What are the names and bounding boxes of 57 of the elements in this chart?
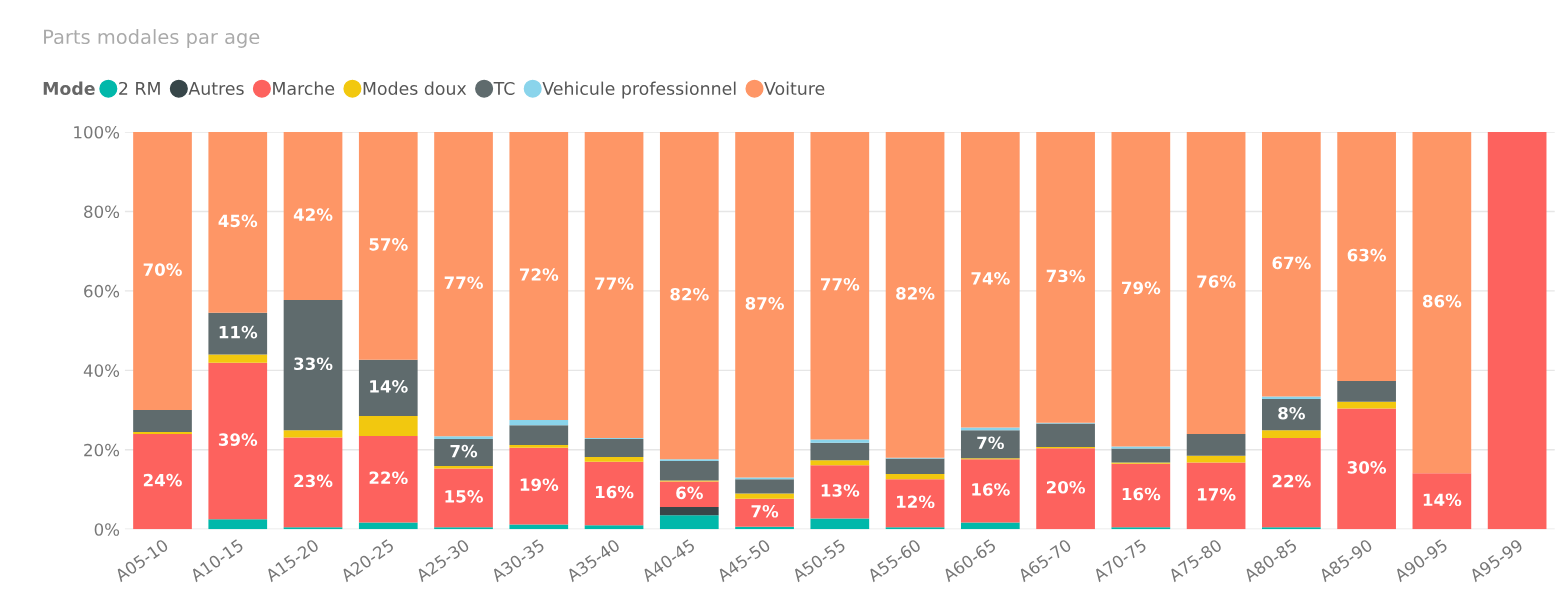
legend-label: 2 RM — [119, 81, 160, 95]
data-label: 11% — [219, 325, 258, 339]
data-label: 73% — [1046, 269, 1085, 283]
data-label: 39% — [218, 433, 258, 446]
data-label: 17% — [1198, 488, 1236, 501]
data-label: 77% — [595, 277, 634, 290]
data-label: 77% — [444, 276, 483, 289]
data-label: 22% — [369, 471, 408, 485]
data-label: 23% — [294, 474, 333, 488]
data-label: 77% — [820, 277, 860, 291]
data-label: 76% — [1197, 275, 1236, 288]
data-label: 57% — [369, 238, 408, 251]
chart-title: Parts modales par age — [44, 29, 260, 48]
y-tick-label: 60% — [84, 284, 120, 298]
data-label: 72% — [519, 268, 559, 281]
data-label: 33% — [294, 357, 333, 371]
data-label: 70% — [143, 263, 182, 276]
data-label: 87% — [745, 297, 784, 310]
y-tick-label: 100% — [74, 125, 120, 139]
legend-title: Mode — [43, 81, 95, 96]
legend-label: Modes doux — [363, 81, 467, 96]
data-label: 13% — [821, 484, 860, 497]
data-label: 22% — [1272, 474, 1311, 488]
data-label: 20% — [1046, 480, 1085, 494]
data-label: 45% — [218, 214, 258, 228]
y-tick-label: 40% — [83, 364, 120, 377]
data-label: 16% — [1122, 487, 1161, 501]
data-label: 82% — [896, 287, 935, 300]
data-label: 24% — [143, 473, 182, 487]
data-label: 63% — [1347, 248, 1387, 262]
data-label: 79% — [1122, 281, 1161, 295]
legend-label: Vehicule professionnel — [542, 81, 736, 99]
data-label: 86% — [1422, 294, 1462, 308]
legend-label: Autres — [188, 82, 244, 96]
y-tick-label: 80% — [84, 205, 120, 219]
data-label: 12% — [897, 495, 935, 509]
data-label: 67% — [1272, 256, 1311, 270]
data-label: 14% — [1423, 493, 1462, 507]
data-label: 42% — [293, 208, 333, 221]
data-label: 16% — [595, 485, 634, 499]
y-tick-label: 0% — [94, 523, 120, 536]
data-label: 7% — [751, 504, 779, 518]
data-label: 74% — [971, 272, 1010, 285]
data-label: 19% — [520, 478, 559, 491]
y-tick-label: 20% — [84, 443, 120, 457]
data-label: 82% — [670, 287, 709, 301]
data-label: 14% — [370, 380, 408, 393]
data-label: 15% — [445, 490, 483, 503]
data-label: 6% — [676, 486, 703, 500]
legend-label: Voiture — [764, 81, 825, 96]
legend-label: Marche — [273, 81, 335, 96]
legend-label: TC — [493, 81, 515, 96]
data-label: 7% — [977, 436, 1004, 450]
data-label: 8% — [1278, 406, 1305, 420]
data-label: 30% — [1347, 461, 1387, 474]
data-label: 7% — [450, 444, 478, 458]
data-label: 16% — [972, 483, 1010, 496]
